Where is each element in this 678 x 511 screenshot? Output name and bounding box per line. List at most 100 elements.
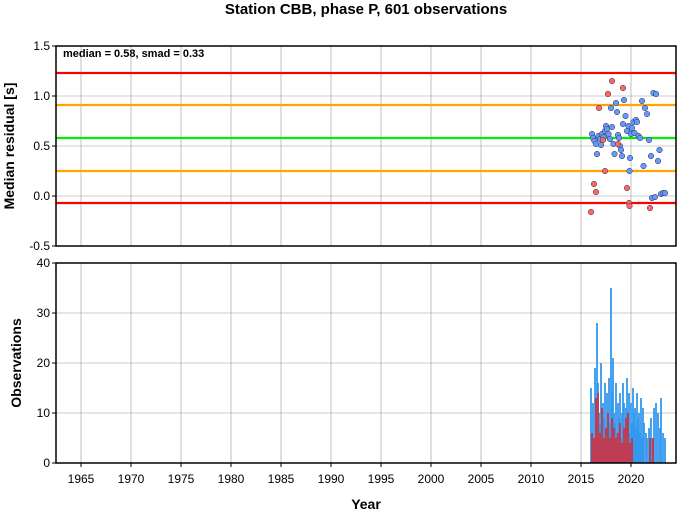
residual-point <box>592 188 600 196</box>
x-tick-label: 2010 <box>518 472 545 486</box>
y-tick-label: 40 <box>37 256 51 270</box>
residual-point <box>587 208 595 216</box>
observation-bar <box>591 433 593 463</box>
observation-bar <box>631 438 633 463</box>
residual-point <box>619 120 627 128</box>
reference-lines <box>56 71 676 205</box>
observation-bar <box>638 413 640 463</box>
residual-panel-grid <box>56 45 676 247</box>
x-tick-label: 2000 <box>418 472 445 486</box>
observation-bar <box>625 418 627 463</box>
residual-point <box>622 112 629 120</box>
observation-bar <box>662 433 664 463</box>
y-tick-label: 0 <box>43 456 50 470</box>
residual-point <box>599 136 607 144</box>
observation-bar <box>664 438 666 463</box>
observation-bar <box>600 363 602 463</box>
residual-point <box>626 154 634 162</box>
observation-bar <box>609 438 611 463</box>
residual-point <box>605 130 612 138</box>
y-tick-label: 30 <box>37 306 51 320</box>
year-x-ticks: 1965 1970 1975 1980 1985 1990 1995 2000 2005 2010… <box>68 463 645 486</box>
residual-point <box>608 123 616 131</box>
observation-bar <box>605 428 607 463</box>
observation-bar <box>592 403 594 463</box>
observation-bar <box>627 413 629 463</box>
observation-bar <box>610 288 612 463</box>
observation-bar <box>601 408 603 463</box>
observation-bar <box>624 428 626 463</box>
observation-bar <box>660 398 662 463</box>
y-tick-label: -0.5 <box>29 239 50 253</box>
observation-bar <box>645 433 647 463</box>
x-tick-label: 2005 <box>468 472 495 486</box>
residual-point <box>645 136 653 144</box>
observation-bar <box>618 418 620 463</box>
x-tick-label: 1985 <box>268 472 295 486</box>
observation-bar <box>642 408 644 463</box>
observation-bar <box>599 433 601 463</box>
observations-y-ticks: 0 10 20 30 40 <box>37 256 56 470</box>
observation-bar <box>602 403 604 463</box>
observation-bar <box>593 438 595 463</box>
observation-bar <box>636 393 638 463</box>
residual-point <box>641 104 649 112</box>
residual-point <box>628 124 636 132</box>
residual-point <box>615 134 623 142</box>
residual-point <box>614 140 622 148</box>
residual-point <box>636 134 644 142</box>
observation-bar <box>659 428 661 463</box>
x-tick-label: 1995 <box>368 472 395 486</box>
observation-bar <box>639 433 641 463</box>
observation-bar <box>649 438 651 463</box>
residual-point <box>618 152 626 160</box>
y-tick-label: 1.5 <box>33 39 50 53</box>
residual-point <box>638 97 646 105</box>
residual-point <box>623 184 631 192</box>
x-axis-label: Year <box>351 496 381 511</box>
chart-title: Station CBB, phase P, 601 observations <box>225 1 507 18</box>
observation-bar <box>643 423 645 463</box>
observation-bar <box>646 438 648 463</box>
observation-bar <box>630 403 632 463</box>
y-tick-label: 0.5 <box>33 139 50 153</box>
x-tick-label: 2015 <box>568 472 595 486</box>
observation-bar <box>651 438 653 463</box>
x-tick-label: 1975 <box>168 472 195 486</box>
observation-bar <box>621 413 623 463</box>
residual-point <box>626 167 633 175</box>
observation-bar <box>640 398 642 463</box>
observation-bar <box>619 423 621 463</box>
stats-annotation: median = 0.58, smad = 0.33 <box>63 48 204 60</box>
observation-bar <box>648 428 650 463</box>
observation-bar <box>596 323 598 463</box>
residual-point <box>646 204 654 212</box>
x-tick-label: 1980 <box>218 472 245 486</box>
observation-bar <box>590 388 592 463</box>
residual-point <box>661 189 669 197</box>
observation-bar <box>653 408 655 463</box>
observation-bar <box>615 438 617 463</box>
observation-bar <box>613 428 615 463</box>
observation-bar <box>641 438 643 463</box>
observation-bar <box>617 433 619 463</box>
observation-bar <box>616 433 618 463</box>
observation-bar <box>611 418 613 463</box>
observations-panel-grid <box>56 262 676 464</box>
observation-bar <box>633 413 635 463</box>
residual-point <box>651 193 659 201</box>
observation-bar <box>620 438 622 463</box>
y-tick-label: 0.0 <box>33 189 50 203</box>
residual-point <box>590 180 598 188</box>
observation-bar <box>615 383 617 463</box>
observation-bar <box>650 418 652 463</box>
residual-point <box>606 135 614 143</box>
observations-y-axis-label: Observations <box>8 318 24 408</box>
observation-bar <box>595 398 597 463</box>
x-tick-label: 1965 <box>68 472 95 486</box>
observation-bar <box>628 393 630 463</box>
observation-bar <box>614 423 616 463</box>
observation-bars <box>590 288 666 463</box>
observation-bar <box>597 393 599 463</box>
